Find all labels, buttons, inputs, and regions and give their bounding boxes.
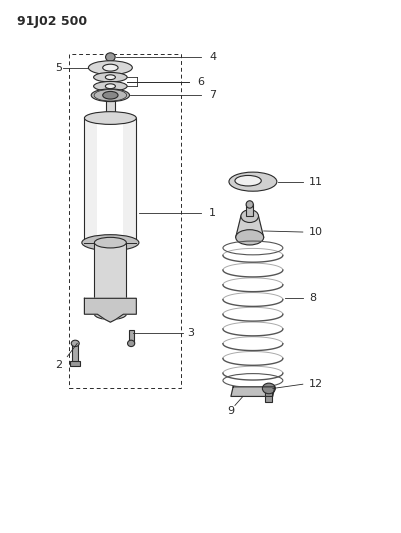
Text: 7: 7 — [209, 90, 216, 100]
Text: 12: 12 — [308, 379, 322, 389]
Ellipse shape — [94, 237, 126, 248]
Ellipse shape — [84, 112, 136, 124]
Text: 3: 3 — [186, 328, 194, 338]
Text: 9: 9 — [227, 406, 233, 416]
Ellipse shape — [94, 309, 126, 319]
Bar — [69, 54, 180, 389]
Ellipse shape — [105, 84, 115, 88]
Bar — [94, 243, 126, 314]
Ellipse shape — [245, 201, 253, 208]
Text: 91J02 500: 91J02 500 — [17, 14, 87, 28]
Ellipse shape — [127, 340, 134, 346]
Text: 2: 2 — [55, 360, 62, 369]
Bar — [70, 361, 80, 366]
Bar — [72, 343, 78, 362]
Text: 1: 1 — [209, 208, 215, 219]
Ellipse shape — [103, 92, 118, 99]
Text: 5: 5 — [55, 63, 62, 72]
Ellipse shape — [93, 82, 127, 91]
Bar — [245, 205, 253, 216]
Ellipse shape — [105, 53, 115, 61]
Bar — [97, 120, 123, 240]
Text: 11: 11 — [308, 176, 322, 187]
Ellipse shape — [102, 64, 118, 71]
Text: 4: 4 — [209, 52, 216, 62]
Text: 6: 6 — [196, 77, 203, 87]
Ellipse shape — [105, 62, 115, 68]
Polygon shape — [84, 298, 136, 322]
Ellipse shape — [235, 230, 263, 245]
Ellipse shape — [262, 383, 275, 394]
Ellipse shape — [91, 89, 129, 102]
Ellipse shape — [105, 75, 115, 79]
Bar — [128, 330, 133, 343]
Ellipse shape — [93, 72, 127, 82]
Polygon shape — [235, 216, 263, 237]
Bar — [105, 65, 115, 118]
Ellipse shape — [84, 236, 136, 249]
Ellipse shape — [234, 175, 261, 186]
Polygon shape — [230, 387, 274, 397]
Ellipse shape — [88, 61, 132, 75]
Ellipse shape — [82, 235, 139, 251]
Text: 8: 8 — [308, 293, 315, 303]
Ellipse shape — [71, 340, 79, 346]
Ellipse shape — [229, 172, 276, 191]
Ellipse shape — [240, 210, 258, 222]
Bar — [84, 118, 136, 243]
Text: 10: 10 — [308, 227, 322, 237]
Bar — [265, 389, 272, 402]
